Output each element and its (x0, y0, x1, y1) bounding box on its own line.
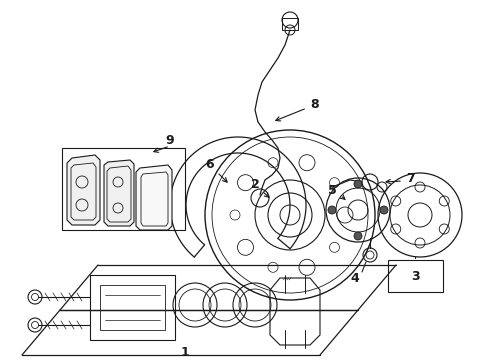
Text: 6: 6 (206, 158, 214, 171)
Circle shape (380, 206, 388, 214)
Text: 7: 7 (406, 171, 415, 184)
Text: 9: 9 (166, 134, 174, 147)
Text: 8: 8 (311, 99, 319, 112)
Text: 1: 1 (181, 346, 189, 359)
Polygon shape (136, 165, 172, 230)
Circle shape (354, 232, 362, 240)
Circle shape (354, 180, 362, 188)
Text: 2: 2 (250, 179, 259, 192)
Polygon shape (104, 160, 134, 226)
Polygon shape (67, 155, 100, 225)
Text: 5: 5 (328, 184, 336, 197)
Text: 3: 3 (411, 270, 419, 283)
Circle shape (328, 206, 336, 214)
Bar (388, 260, 443, 292)
Text: 4: 4 (351, 271, 359, 284)
